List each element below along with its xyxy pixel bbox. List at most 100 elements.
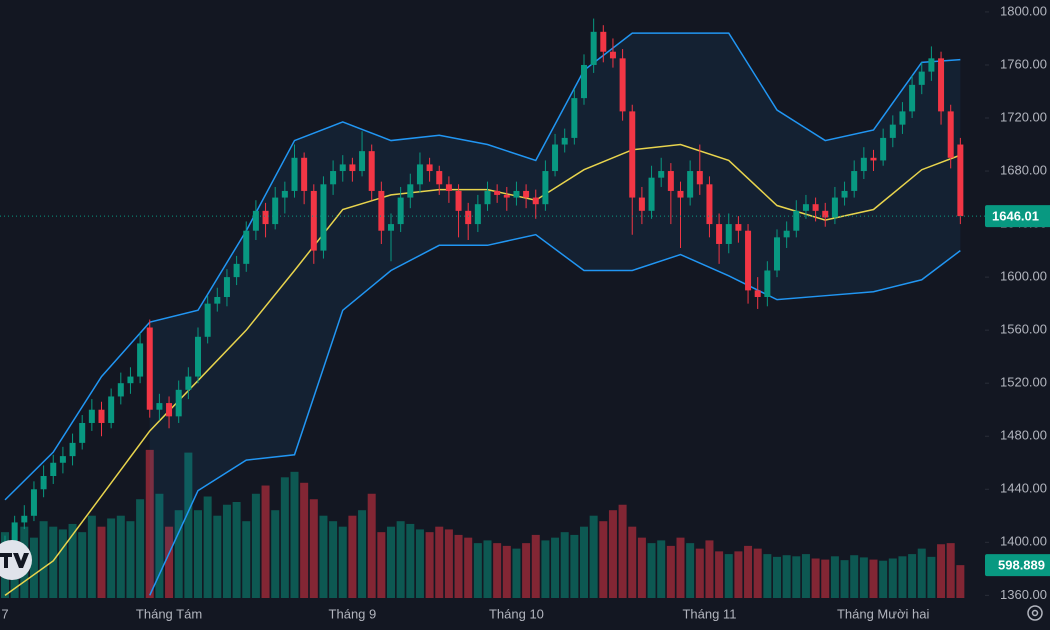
volume-bar	[473, 543, 482, 598]
candle-body	[648, 177, 655, 211]
volume-bar	[599, 521, 608, 598]
volume-bar	[946, 543, 955, 598]
volume-bar	[821, 559, 830, 598]
plot-area	[0, 18, 985, 598]
candle-body	[822, 210, 829, 218]
volume-bar	[232, 501, 241, 598]
volume-bar	[97, 526, 106, 598]
volume-bar	[251, 493, 260, 598]
volume-bar	[801, 554, 810, 598]
volume-bar	[78, 532, 87, 598]
volume-bar	[300, 482, 309, 598]
volume-bar	[927, 556, 936, 598]
volume-bar	[773, 556, 781, 598]
candle-body	[195, 336, 201, 377]
candle-body	[880, 137, 887, 161]
volume-bar	[387, 526, 395, 598]
y-tick-label: 1800.00	[1000, 3, 1047, 18]
volume-bar	[271, 510, 280, 598]
candle-body	[156, 403, 163, 410]
candle-body	[185, 376, 192, 390]
volume-bar	[859, 557, 868, 598]
candle-body	[532, 197, 539, 205]
candle-body	[561, 137, 568, 145]
volume-bar	[184, 452, 193, 598]
y-tick-label: 1480.00	[1000, 428, 1047, 443]
volume-bar	[879, 560, 888, 598]
candle-body	[793, 210, 800, 231]
y-tick-label: 1400.00	[1000, 534, 1047, 549]
volume-bar	[522, 543, 531, 598]
candle-body	[98, 409, 105, 423]
candle-body	[455, 190, 462, 211]
settings-icon[interactable]	[1027, 605, 1043, 621]
candle-body	[436, 171, 443, 185]
volume-bar	[763, 554, 772, 598]
volume-bar	[165, 526, 174, 598]
volume-bar	[39, 521, 48, 598]
volume-bar	[937, 544, 946, 598]
volume-bar	[869, 559, 878, 598]
candle-body	[571, 98, 578, 138]
y-tick-label: 1360.00	[1000, 587, 1047, 602]
volume-bar	[367, 493, 376, 598]
last-price-label: 1646.01	[992, 209, 1039, 224]
y-tick-label: 1440.00	[1000, 481, 1047, 496]
volume-bar	[145, 449, 154, 598]
volume-bar	[348, 515, 357, 598]
candle-body	[831, 197, 838, 218]
candle-body	[802, 204, 809, 211]
volume-bar	[49, 526, 58, 598]
last-volume-label: 598.889	[998, 558, 1045, 573]
y-tick-label: 1560.00	[1000, 322, 1047, 337]
candle-body	[388, 224, 394, 231]
settings-ring[interactable]	[1027, 605, 1043, 621]
volume-bar	[203, 496, 212, 598]
volume-bar	[358, 510, 367, 598]
volume-bar	[454, 534, 463, 598]
volume-bar	[782, 555, 791, 598]
candle-body	[127, 376, 134, 384]
candle-body	[252, 210, 259, 231]
candle-body	[851, 171, 858, 191]
candle-body	[368, 151, 375, 191]
candle-body	[928, 58, 935, 72]
y-tick-label: 1600.00	[1000, 269, 1047, 284]
volume-bar	[637, 537, 646, 598]
volume-bar	[87, 515, 96, 598]
volume-bar	[29, 537, 38, 598]
candle-body	[359, 151, 366, 172]
candle-body	[735, 224, 742, 231]
candle-body	[687, 171, 694, 198]
logo-mark	[0, 553, 29, 568]
candle-body	[860, 157, 867, 172]
volume-bar	[155, 493, 164, 598]
settings-core[interactable]	[1031, 609, 1039, 617]
volume-bar	[319, 515, 328, 598]
volume-bar	[608, 510, 617, 598]
candle-body	[330, 171, 337, 185]
candle-body	[716, 224, 723, 244]
last-volume-box	[985, 554, 1050, 577]
x-tick-label: Tháng Tám	[136, 606, 202, 621]
candle-body	[706, 184, 713, 225]
volume-bar	[715, 551, 724, 598]
candle-body	[619, 58, 626, 112]
candle-body	[291, 157, 298, 191]
volume-bar	[917, 548, 926, 598]
volume-bar	[792, 556, 801, 598]
x-tick-label: Tháng Mười hai	[837, 606, 929, 621]
volume-bar	[435, 526, 444, 598]
lower-band	[149, 233, 961, 596]
y-tick-label: 1760.00	[1000, 56, 1047, 71]
candle-body	[696, 171, 703, 185]
candle-body	[909, 84, 916, 112]
volume-bar	[560, 532, 569, 598]
candle-body	[233, 263, 240, 278]
volume-bar	[222, 504, 231, 598]
volume-bar	[261, 485, 270, 598]
candle-body	[175, 389, 182, 417]
candle-body	[600, 31, 607, 52]
volume-bar	[744, 545, 753, 598]
volume-bar	[676, 537, 685, 598]
